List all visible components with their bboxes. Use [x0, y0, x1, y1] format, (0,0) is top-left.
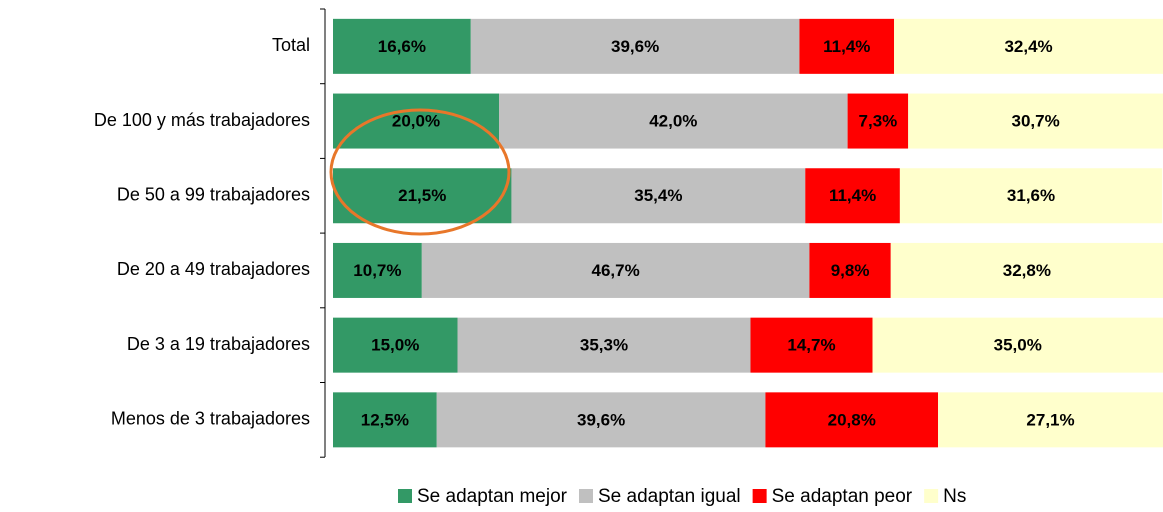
bar-segment	[894, 18, 1163, 74]
bar-segment	[750, 317, 873, 373]
data-label: 21,5%	[398, 186, 446, 205]
legend-swatch	[398, 489, 412, 503]
data-label: 32,4%	[1004, 37, 1052, 56]
category-label: De 20 a 49 trabajadores	[117, 259, 310, 279]
legend-label: Se adaptan peor	[772, 486, 913, 507]
bar-segment	[421, 242, 810, 298]
bar-segment	[333, 242, 422, 298]
legend-swatch	[924, 489, 939, 503]
legend-label: Se adaptan igual	[598, 486, 741, 507]
category-label: Total	[272, 35, 310, 55]
legend-swatch	[752, 489, 767, 503]
bar-segment	[765, 392, 939, 448]
bar-segment	[333, 392, 437, 448]
bar-segment	[511, 168, 806, 224]
data-label: 35,0%	[994, 336, 1042, 355]
bar-segment	[333, 317, 458, 373]
data-label: 12,5%	[361, 410, 409, 429]
category-label: Menos de 3 trabajadores	[111, 409, 310, 429]
bar-segment	[908, 93, 1163, 149]
bar-segment	[872, 317, 1163, 373]
data-label: 9,8%	[831, 261, 870, 280]
category-label: De 50 a 99 trabajadores	[117, 185, 310, 205]
data-label: 11,4%	[823, 37, 870, 56]
bar-segment	[847, 93, 909, 149]
highlight-ellipse	[329, 108, 511, 236]
plot-area: 16,6% 39,6% 11,4% 32,4% 20,0% 42,0% 7,3% 30,7% 2…	[333, 18, 1163, 448]
bar-segment	[457, 317, 751, 373]
legend-swatch	[579, 489, 593, 503]
data-label: 30,7%	[1011, 112, 1059, 131]
data-label: 14,7%	[787, 336, 835, 355]
bar-segment	[470, 18, 800, 74]
data-label: 10,7%	[353, 261, 401, 280]
bar-segment	[890, 242, 1163, 298]
bar-segment	[899, 168, 1163, 224]
data-label: 32,8%	[1003, 261, 1051, 280]
bar-segment	[436, 392, 766, 448]
data-label: 27,1%	[1026, 410, 1074, 429]
bar-segment	[809, 242, 891, 298]
bar-segment	[333, 168, 512, 224]
data-label: 42,0%	[649, 112, 697, 131]
data-label: 20,0%	[392, 112, 440, 131]
category-label: De 3 a 19 trabajadores	[127, 334, 310, 354]
bar-segment	[499, 93, 848, 149]
legend: Se adaptan mejor Se adaptan igual Se adapt…	[398, 486, 966, 507]
bar-segment	[805, 168, 900, 224]
bar-segment	[333, 18, 471, 74]
data-label: 31,6%	[1007, 186, 1055, 205]
bar-segment	[938, 392, 1163, 448]
data-label: 39,6%	[577, 410, 625, 429]
data-label: 39,6%	[611, 37, 659, 56]
data-label: 35,3%	[580, 336, 628, 355]
data-label: 15,0%	[371, 336, 419, 355]
data-label: 46,7%	[592, 261, 640, 280]
legend-label: Se adaptan mejor	[417, 486, 568, 507]
data-label: 11,4%	[829, 186, 876, 205]
data-label: 7,3%	[859, 112, 898, 131]
data-label: 20,8%	[828, 410, 876, 429]
category-label: De 100 y más trabajadores	[94, 110, 310, 130]
bar-segment	[799, 18, 895, 74]
data-label: 16,6%	[378, 37, 426, 56]
legend-label: Ns	[943, 486, 966, 507]
data-label: 35,4%	[634, 186, 682, 205]
